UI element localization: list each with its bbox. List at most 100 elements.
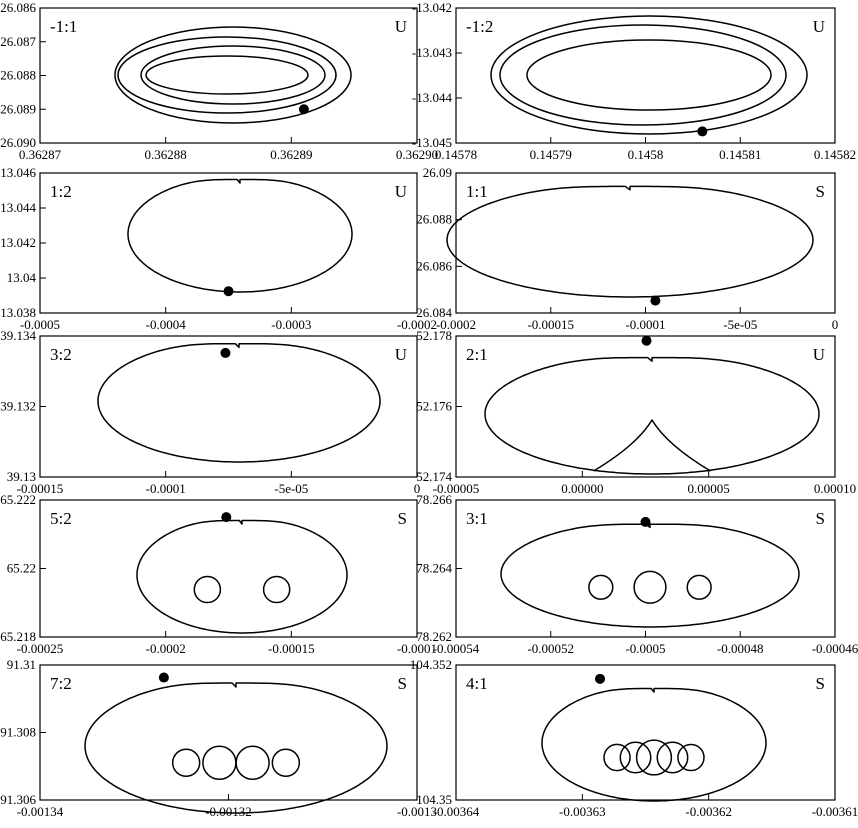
orbit-inner-loop [202,745,237,780]
orbit-curve [117,36,337,114]
orbit-inner-loop [588,574,614,600]
orbit-marker [220,347,231,358]
panel-1-2: -0.0005 -0.0004 -0.0003 -0.0002 13.046 13.044… [0,165,437,332]
y-tick-label: -26.087 [0,34,36,49]
x-tick-label: -0.0004 [146,317,187,332]
panel-ratio-label: -1:1 [50,17,77,36]
panel-stability-label: S [398,674,407,693]
x-tick-label: -0.00052 [527,641,574,656]
x-tick-label: 0.36290 [396,147,438,162]
x-tick-label: 0.00000 [561,481,603,496]
y-tick-label: 104.35 [416,792,452,807]
x-tick-label: -0.0005 [20,317,60,332]
y-tick-label: 26.086 [416,258,452,273]
panel-stability-label: U [395,182,407,201]
x-tick-label: -0.00015 [268,641,315,656]
orbit-inner-loop [633,570,667,604]
orbit-marker [640,516,651,527]
orbit-marker [650,295,661,306]
x-tick-label: 0.1458 [628,147,664,162]
panel-ratio-label: 5:2 [50,509,72,528]
y-tick-label: 39.132 [0,399,36,414]
orbit-inner-loop [193,575,222,604]
x-tick-label: -0.0002 [397,317,437,332]
panel-frame [39,664,418,801]
x-tick-label: -0.0005 [625,641,665,656]
orbit-inner-loop [171,748,201,777]
y-tick-label: 65.222 [0,492,36,507]
panel--1-2: 0.14578 0.14579 0.1458 0.14581 0.14582 -13.04… [412,0,856,162]
orbit-inner-loop [619,741,652,774]
panel-ratio-label: 4:1 [466,674,488,693]
x-tick-label: -0.0013 [397,804,437,819]
orbit-curve [446,185,814,298]
x-tick-label: 0 [414,481,421,496]
y-tick-label: 26.09 [423,165,452,180]
y-tick-label: 52.178 [416,328,452,343]
orbit-curve [97,342,381,463]
orbit-curve [541,687,767,802]
y-tick-label: 91.308 [0,725,36,740]
y-tick-label: 13.046 [0,165,36,180]
panel-ratio-label: 1:2 [50,182,72,201]
y-tick-label: 65.22 [7,561,36,576]
panel-stability-label: S [816,674,825,693]
y-tick-label: 13.044 [0,200,36,215]
orbit-curve [484,356,820,475]
x-tick-label: -0.00362 [685,804,732,819]
panel-ratio-label: -1:2 [466,17,493,36]
orbit-inner-loop [271,748,301,777]
x-tick-label: 0.14582 [814,147,856,162]
y-tick-label: 78.264 [416,561,452,576]
x-tick-label: 0 [832,317,839,332]
orbit-curve [145,55,309,95]
orbit-marker [221,512,232,523]
x-tick-label: -0.0002 [436,317,476,332]
x-tick-label: -0.0001 [146,481,186,496]
x-tick-label: -0.00132 [205,804,252,819]
x-tick-label: -5e-05 [723,317,757,332]
orbit-marker [697,126,708,137]
panel-frame [455,7,836,144]
y-tick-label: 39.134 [0,328,36,343]
x-tick-label: -0.00363 [559,804,606,819]
x-tick-label: -0.00361 [812,804,858,819]
x-tick-label: -0.0003 [271,317,311,332]
orbit-marker [595,673,606,684]
x-tick-label: 0.00005 [688,481,730,496]
panel-7-2: -0.00134 -0.00132 -0.0013 91.31 91.308 91.306… [0,657,437,819]
x-tick-label: 0.36287 [19,147,62,162]
orbit-inner-loop [635,739,673,776]
x-tick-label: -0.00134 [17,804,64,819]
panel-stability-label: U [813,345,825,364]
x-tick-label: 0.14578 [435,147,477,162]
x-tick-label: 0.14581 [719,147,761,162]
orbit-curve [114,26,352,124]
y-tick-label: -26.090 [0,135,36,150]
orbit-inner-loop [262,575,291,604]
panel--1-1: 0.36287 0.36288 0.36289 0.36290 -26.086 -26.0… [0,0,438,162]
x-tick-label: 0.36288 [145,147,187,162]
x-tick-label: -0.0002 [146,641,186,656]
x-tick-label: -5e-05 [274,481,308,496]
panel-frame [455,172,836,314]
y-tick-label: 65.218 [0,629,36,644]
panel-frame [39,335,418,478]
x-tick-label: -0.00015 [17,481,64,496]
x-tick-label: -0.0001 [397,641,437,656]
panel-ratio-label: 7:2 [50,674,72,693]
orbit-inner-loop [593,419,711,472]
x-tick-label: -0.00005 [433,481,480,496]
y-tick-label: 91.306 [0,792,36,807]
x-tick-label: 0.14579 [530,147,572,162]
y-tick-label: -13.044 [412,90,453,105]
x-tick-label: 0.00010 [814,481,856,496]
orbit-marker [158,672,169,683]
panel-ratio-label: 2:1 [466,345,488,364]
panel-5-2: -0.00025 -0.0002 -0.00015 -0.0001 65.222 65.2… [0,492,437,656]
y-tick-label: 26.084 [416,305,452,320]
orbit-curve [84,682,388,814]
y-tick-label: 13.038 [0,305,36,320]
y-tick-label: -13.042 [412,0,452,15]
